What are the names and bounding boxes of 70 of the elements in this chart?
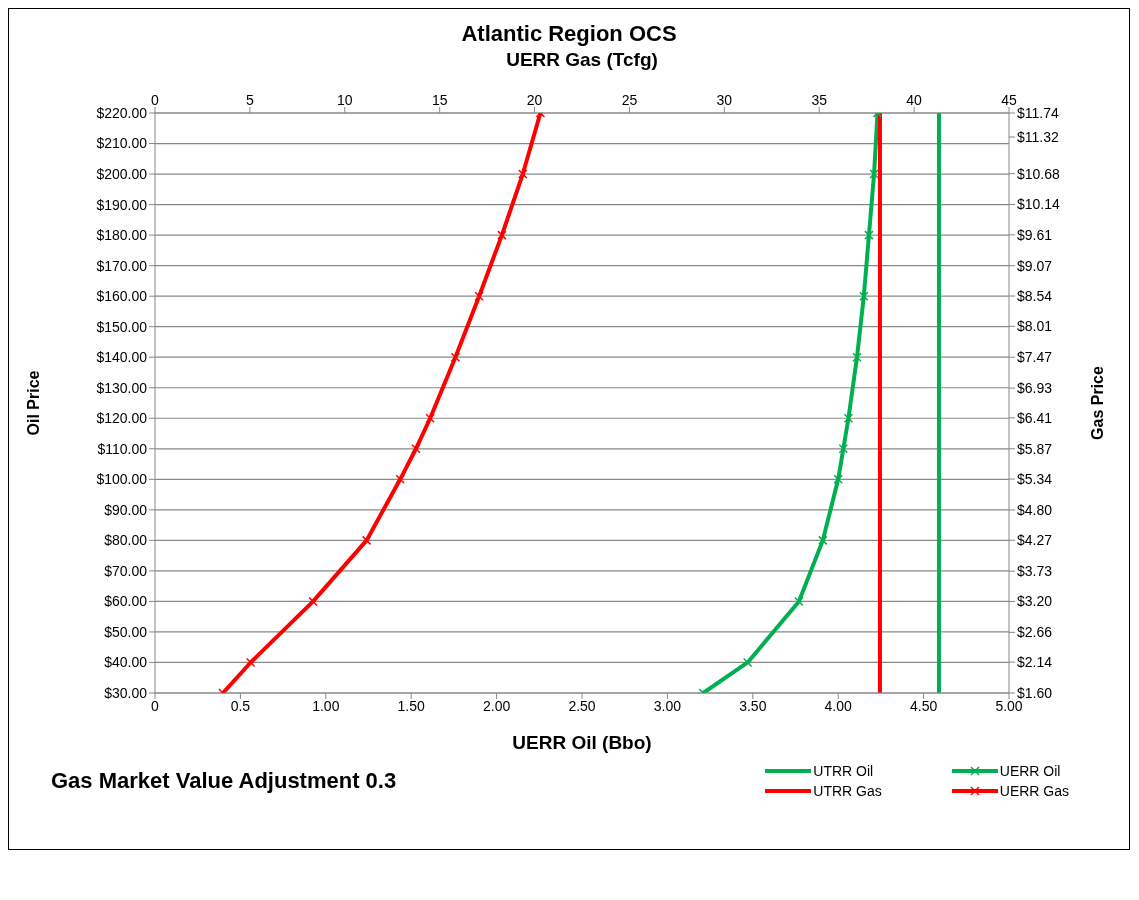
legend-label: UTRR Gas — [813, 783, 882, 799]
y2-tick-label: $3.73 — [1017, 563, 1053, 580]
y-tick-label: $180.00 — [96, 227, 148, 244]
y-tick-label: $80.00 — [104, 532, 148, 549]
x2-tick-label: 35 — [811, 92, 828, 108]
y2-tick-label: $3.20 — [1017, 593, 1053, 610]
legend-label: UERR Gas — [999, 783, 1069, 799]
x2-axis-title: UERR Gas (Tcfg) — [506, 49, 658, 71]
x-axis-title: UERR Oil (Bbo) — [512, 732, 652, 753]
y-tick-label: $130.00 — [96, 379, 148, 396]
legend-label: UERR Oil — [999, 763, 1061, 779]
x-tick-label: 0.5 — [230, 697, 251, 714]
y-tick-label: $50.00 — [104, 623, 148, 640]
y-tick-label: $170.00 — [96, 257, 148, 274]
x-tick-label: 3.00 — [653, 697, 682, 714]
y-axis-title: Oil Price — [24, 370, 42, 436]
y2-tick-label: $8.54 — [1017, 288, 1053, 305]
y2-tick-label: $2.14 — [1017, 654, 1053, 671]
y-tick-label: $210.00 — [96, 135, 148, 152]
x-tick-label: 0 — [151, 697, 160, 714]
y-tick-label: $190.00 — [96, 196, 148, 213]
y-tick-label: $60.00 — [104, 593, 148, 610]
y-tick-label: $200.00 — [96, 166, 148, 183]
y-tick-label: $120.00 — [96, 410, 148, 427]
y2-tick-label: $6.41 — [1017, 409, 1053, 426]
y-tick-label: $150.00 — [96, 318, 148, 335]
y-tick-label: $160.00 — [96, 288, 148, 305]
x2-tick-label: 15 — [431, 92, 448, 108]
y2-axis-title: Gas Price — [1088, 365, 1106, 440]
y2-tick-label: $1.60 — [1017, 684, 1053, 701]
y2-tick-label: $9.07 — [1017, 257, 1053, 274]
y2-tick-label: $4.27 — [1017, 532, 1053, 549]
x2-tick-label: 0 — [151, 92, 160, 108]
x-tick-label: 1.50 — [397, 697, 426, 714]
x2-tick-label: 40 — [906, 92, 923, 108]
x2-tick-label: 10 — [336, 92, 353, 108]
y-tick-label: $40.00 — [104, 654, 148, 671]
x2-tick-label: 25 — [621, 92, 638, 108]
y2-tick-label: $2.66 — [1017, 624, 1053, 641]
y-tick-label: $220.00 — [96, 104, 148, 121]
x2-tick-label: 5 — [245, 92, 254, 108]
y-tick-label: $90.00 — [104, 501, 148, 518]
x-tick-label: 4.00 — [824, 697, 853, 714]
y2-tick-label: $10.14 — [1017, 196, 1061, 213]
y2-tick-label: $6.93 — [1017, 380, 1053, 397]
y2-tick-label: $5.34 — [1017, 471, 1053, 488]
x2-tick-label: 20 — [526, 92, 543, 108]
y2-tick-label: $5.87 — [1017, 440, 1053, 457]
y2-tick-label: $7.47 — [1017, 349, 1053, 366]
x-tick-label: 1.00 — [312, 697, 340, 714]
x2-tick-label: 45 — [1001, 92, 1017, 108]
y-tick-label: $100.00 — [96, 471, 148, 488]
y-tick-label: $110.00 — [97, 440, 148, 457]
x-tick-label: 2.00 — [482, 697, 511, 714]
x2-tick-label: 30 — [716, 92, 733, 108]
text: Gas Market Value Adjustment 0.3 — [51, 768, 397, 794]
x-tick-label: 2.50 — [568, 697, 596, 714]
y2-tick-label: $8.01 — [1017, 318, 1053, 335]
chart-title: Atlantic Region OCS — [460, 21, 678, 47]
y-tick-label: $140.00 — [96, 349, 148, 366]
legend-label: UTRR Oil — [813, 763, 874, 779]
y2-tick-label: $11.74 — [1017, 104, 1059, 121]
x-tick-label: 3.50 — [739, 697, 767, 714]
y2-tick-label: $4.80 — [1017, 501, 1053, 518]
y2-tick-label: $11.32 — [1017, 128, 1059, 145]
y2-tick-label: $10.68 — [1017, 165, 1061, 182]
y-tick-label: $30.00 — [104, 684, 148, 701]
y2-tick-label: $9.61 — [1017, 226, 1053, 243]
x-tick-label: 4.50 — [909, 697, 938, 714]
y-tick-label: $70.00 — [104, 562, 148, 579]
